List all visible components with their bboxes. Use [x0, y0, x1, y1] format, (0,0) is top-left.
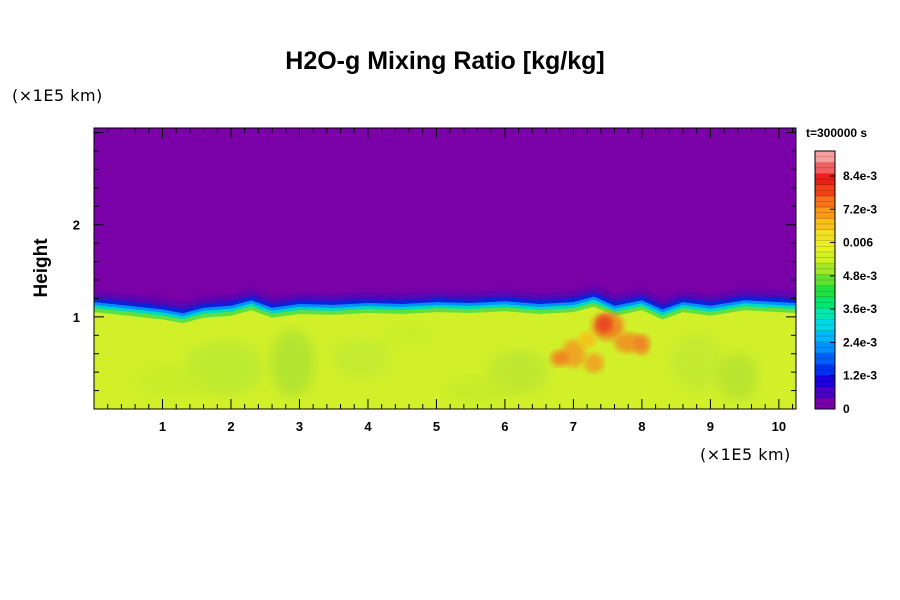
moist-texture [270, 328, 315, 397]
x-unit-label: (×1E5 km) [700, 445, 791, 464]
moist-texture [443, 376, 512, 405]
moist-texture [381, 323, 438, 348]
colorbar-swatch [815, 397, 835, 410]
colorbar-tick-label: 8.4e-3 [843, 169, 877, 183]
colorbar-swatch [815, 229, 835, 242]
max-mixing-region [633, 334, 650, 355]
x-tick-label: 2 [227, 419, 234, 434]
colorbar-tick-label: 4.8e-3 [843, 269, 877, 283]
plot-frame [93, 127, 797, 410]
colorbar-swatch [815, 364, 835, 376]
x-tick-label: 7 [570, 419, 577, 434]
colorbar-tick-label: 1.2e-3 [843, 369, 877, 383]
colorbar-tick-label: 0.006 [843, 236, 873, 250]
heatmap-field [94, 128, 796, 409]
chart-title: H2O-g Mixing Ratio [kg/kg] [285, 47, 605, 75]
max-mixing-region [550, 350, 569, 367]
colorbar-swatch [815, 386, 835, 399]
colorbar-swatch [815, 173, 835, 186]
colorbar-swatch [815, 218, 835, 231]
colorbar-swatch [815, 162, 835, 174]
colorbar-tick-label: 7.2e-3 [843, 202, 877, 216]
max-mixing-region [583, 352, 604, 373]
x-tick-label: 8 [638, 419, 645, 434]
colorbar-frame [814, 150, 836, 410]
moist-texture [670, 332, 723, 393]
colorbar-swatch [815, 195, 835, 208]
colorbar-swatch [815, 274, 835, 287]
plot-axes: 1 2 3 4 5 6 7 8 9 10 1 2 [73, 127, 797, 434]
colorbar: 0 1.2e-3 2.4e-3 3.6e-3 4.8e-3 0.006 7.2e-3 8.4e… [814, 150, 877, 416]
colorbar-swatch [815, 319, 835, 331]
x-tick-label: 9 [707, 419, 714, 434]
x-tick-label: 3 [296, 419, 303, 434]
colorbar-swatch [815, 263, 835, 275]
y-tick-label: 2 [73, 218, 80, 233]
colorbar-swatch [815, 296, 835, 309]
colorbar-swatch [815, 375, 835, 388]
moist-texture [133, 363, 206, 400]
colorbar-tick-label: 3.6e-3 [843, 302, 877, 316]
x-tick-label: 4 [364, 419, 372, 434]
x-tick-label: 1 [159, 419, 166, 434]
y-tick-label: 1 [73, 310, 80, 325]
colorbar-swatch [815, 240, 835, 253]
colorbar-swatch [815, 251, 835, 264]
colorbar-swatch [815, 285, 835, 298]
y-unit-label: (×1E5 km) [12, 86, 103, 105]
colorbar-swatch [815, 151, 835, 163]
colorbar-swatch [815, 308, 835, 320]
max-mixing-region [596, 315, 613, 334]
colorbar-swatch [815, 207, 835, 219]
moist-texture [717, 352, 758, 401]
colorbar-swatch [815, 341, 835, 354]
x-tick-label: 6 [501, 419, 508, 434]
x-tick-label: 10 [772, 419, 786, 434]
colorbar-swatch [815, 352, 835, 365]
moist-texture [331, 338, 392, 379]
max-mixing-region [578, 331, 597, 348]
colorbar-tick-label: 0 [843, 402, 850, 416]
colorbar-swatch [815, 330, 835, 343]
colorbar-tick-label: 2.4e-3 [843, 335, 877, 349]
x-tick-label: 5 [433, 419, 440, 434]
colorbar-swatch [815, 184, 835, 197]
time-label: t=300000 s [806, 126, 868, 140]
